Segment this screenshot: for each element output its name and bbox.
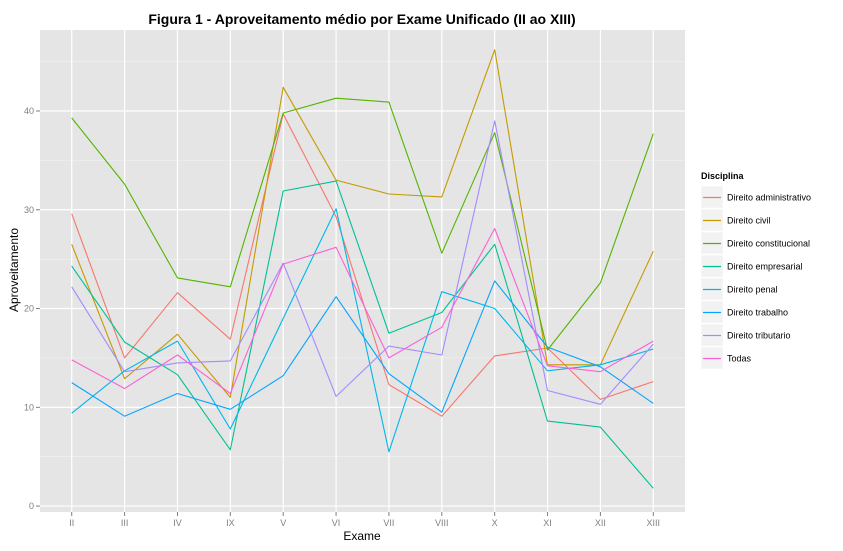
legend-label: Direito tributario [727,331,791,341]
y-tick-label: 40 [24,106,34,116]
legend-label: Direito empresarial [727,262,803,272]
x-axis-title: Exame [343,529,381,543]
series-line-direito-civil [71,49,654,398]
x-tick-label: IV [173,518,182,528]
series-line-direito-tributario [71,120,654,405]
series-line-direito-constitucional [71,97,654,351]
x-tick-label: XI [543,518,552,528]
legend: Disciplina Direito administrativo Direito… [700,171,811,370]
x-tick-label: IX [226,518,235,528]
series-line-todas [71,227,654,395]
x-tick-label: V [280,518,286,528]
chart-title: Figura 1 - Aproveitamento médio por Exam… [148,11,575,27]
y-tick-label: 30 [24,205,34,215]
legend-label: Direito administrativo [727,193,811,203]
series-line-direito-administrativo [71,113,654,417]
y-tick-label: 20 [24,304,34,314]
y-axis-title: Aproveitamento [7,228,21,312]
x-tick-label: VIII [435,518,449,528]
legend-label: Direito civil [727,216,771,226]
legend-title: Disciplina [701,171,745,181]
x-tick-label: II [69,518,74,528]
x-tick-label: XII [595,518,606,528]
plot-panel [40,30,685,512]
x-tick-label: XIII [647,518,661,528]
series-line-direito-empresarial [71,180,654,489]
x-tick-label: III [121,518,129,528]
legend-label: Direito penal [727,285,778,295]
legend-label: Todas [727,354,752,364]
series-lines [71,49,654,489]
series-line-direito-penal [71,208,654,453]
legend-label: Direito trabalho [727,308,788,318]
series-line-direito-trabalho [71,280,654,417]
x-tick-label: X [492,518,498,528]
grid-lines [40,30,685,512]
panel-background [40,30,685,512]
legend-label: Direito constitucional [727,239,810,249]
x-tick-label: VII [383,518,394,528]
y-tick-label: 0 [29,501,34,511]
y-tick-label: 10 [24,402,34,412]
x-tick-label: VI [332,518,341,528]
